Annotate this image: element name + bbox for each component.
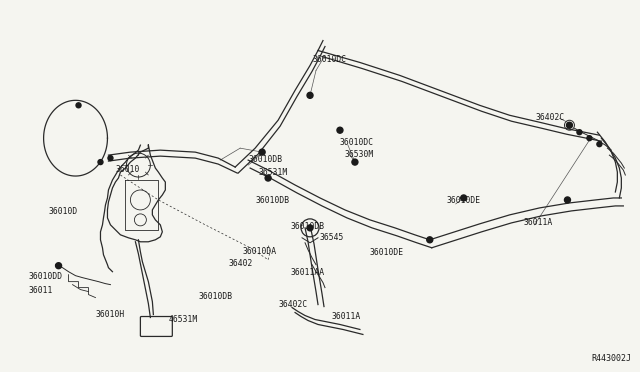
Circle shape bbox=[352, 159, 358, 165]
Text: 36010DE: 36010DE bbox=[447, 196, 481, 205]
Text: 36545: 36545 bbox=[320, 233, 344, 242]
Text: R443002J: R443002J bbox=[591, 355, 631, 363]
Circle shape bbox=[587, 136, 592, 141]
Text: 36010DE: 36010DE bbox=[370, 248, 404, 257]
Text: 36010DD: 36010DD bbox=[29, 272, 63, 281]
Text: 36010DB: 36010DB bbox=[290, 222, 324, 231]
Circle shape bbox=[307, 225, 313, 231]
Text: 36010DB: 36010DB bbox=[248, 155, 282, 164]
Circle shape bbox=[577, 130, 582, 135]
Circle shape bbox=[307, 92, 313, 98]
Text: 36402C: 36402C bbox=[278, 299, 307, 309]
Circle shape bbox=[597, 142, 602, 147]
Circle shape bbox=[566, 122, 572, 128]
Circle shape bbox=[265, 175, 271, 181]
Circle shape bbox=[76, 103, 81, 108]
Text: 36010DA: 36010DA bbox=[242, 247, 276, 256]
Text: 36530M: 36530M bbox=[345, 150, 374, 159]
Circle shape bbox=[461, 195, 467, 201]
Circle shape bbox=[56, 263, 61, 269]
Text: 36011: 36011 bbox=[29, 286, 53, 295]
Text: 36011AA: 36011AA bbox=[290, 268, 324, 277]
Text: 36010DB: 36010DB bbox=[255, 196, 289, 205]
Text: 46531M: 46531M bbox=[168, 314, 198, 324]
Circle shape bbox=[259, 149, 265, 155]
Circle shape bbox=[108, 155, 113, 161]
Text: 36011A: 36011A bbox=[524, 218, 553, 227]
Text: 36402C: 36402C bbox=[536, 113, 564, 122]
Text: 36531M: 36531M bbox=[258, 168, 287, 177]
Text: 36010DC: 36010DC bbox=[312, 55, 346, 64]
Text: 36402: 36402 bbox=[228, 259, 253, 268]
Text: 36010DC: 36010DC bbox=[340, 138, 374, 147]
Text: 36010DB: 36010DB bbox=[198, 292, 232, 301]
Circle shape bbox=[337, 127, 343, 133]
Text: 36010: 36010 bbox=[115, 165, 140, 174]
Text: 36011A: 36011A bbox=[332, 311, 361, 321]
Text: 36010D: 36010D bbox=[49, 207, 78, 216]
Circle shape bbox=[98, 160, 103, 164]
Circle shape bbox=[427, 237, 433, 243]
Text: 36010H: 36010H bbox=[95, 310, 125, 318]
Circle shape bbox=[564, 197, 570, 203]
